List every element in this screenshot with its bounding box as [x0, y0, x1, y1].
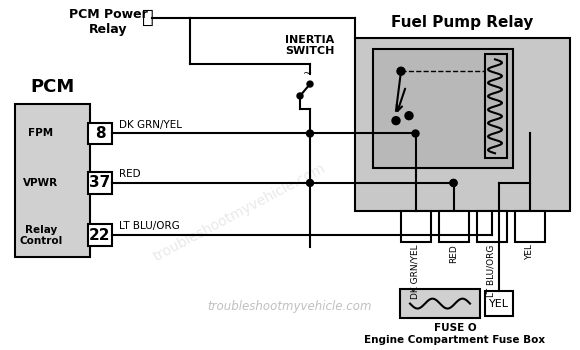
- Bar: [514, 211, 545, 242]
- Text: PCM: PCM: [30, 78, 75, 96]
- Text: INERTIA
SWITCH: INERTIA SWITCH: [285, 35, 335, 56]
- Text: FUSE O
Engine Compartment Fuse Box: FUSE O Engine Compartment Fuse Box: [364, 323, 546, 345]
- Text: LT BLU/ORG: LT BLU/ORG: [119, 222, 180, 231]
- Text: RED: RED: [119, 169, 140, 179]
- Text: troubleshootmyvehicle.com: troubleshootmyvehicle.com: [208, 300, 372, 313]
- Text: 37: 37: [89, 175, 111, 190]
- Circle shape: [297, 93, 303, 99]
- Text: LT BLU/ORG: LT BLU/ORG: [487, 244, 496, 297]
- Text: YEL: YEL: [525, 244, 534, 260]
- Text: VPWR: VPWR: [23, 178, 59, 188]
- Text: PCM Power
Relay: PCM Power Relay: [68, 8, 147, 36]
- Text: 〈: 〈: [142, 8, 154, 27]
- Circle shape: [412, 130, 419, 137]
- Bar: [438, 211, 469, 242]
- Bar: [88, 122, 112, 145]
- Circle shape: [450, 180, 457, 187]
- Text: ~: ~: [303, 69, 313, 79]
- Circle shape: [392, 117, 400, 125]
- Bar: [355, 37, 570, 211]
- Text: RED: RED: [449, 244, 458, 263]
- Text: DK GRN/YEL: DK GRN/YEL: [411, 244, 420, 299]
- Circle shape: [306, 180, 314, 187]
- Text: Fuel Pump Relay: Fuel Pump Relay: [392, 15, 534, 30]
- Bar: [373, 49, 513, 168]
- Text: troubleshootmyvehicle.com: troubleshootmyvehicle.com: [151, 161, 328, 264]
- Bar: [88, 224, 112, 246]
- Circle shape: [397, 67, 405, 75]
- Text: 8: 8: [95, 126, 106, 141]
- Text: DK GRN/YEL: DK GRN/YEL: [119, 120, 182, 130]
- Bar: [15, 104, 90, 257]
- Text: 22: 22: [89, 228, 111, 243]
- Text: Relay
Control: Relay Control: [19, 225, 63, 246]
- Text: FPM: FPM: [28, 128, 53, 139]
- Bar: [88, 172, 112, 194]
- Bar: [400, 289, 480, 318]
- Circle shape: [307, 81, 313, 87]
- Circle shape: [405, 112, 413, 120]
- Bar: [477, 211, 506, 242]
- Circle shape: [450, 180, 457, 187]
- Bar: [485, 291, 513, 316]
- Bar: [401, 211, 430, 242]
- Text: YEL: YEL: [489, 299, 509, 309]
- Circle shape: [306, 130, 314, 137]
- Bar: [485, 54, 507, 158]
